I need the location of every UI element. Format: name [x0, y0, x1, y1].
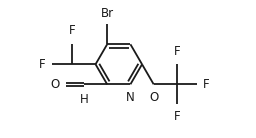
Text: N: N	[126, 91, 135, 104]
Text: O: O	[51, 78, 60, 91]
Text: O: O	[149, 91, 158, 104]
Text: F: F	[39, 58, 46, 71]
Text: F: F	[174, 111, 180, 124]
Text: F: F	[203, 78, 210, 91]
Text: Br: Br	[101, 7, 114, 20]
Text: F: F	[69, 24, 76, 37]
Text: F: F	[174, 45, 180, 58]
Text: H: H	[80, 93, 88, 106]
